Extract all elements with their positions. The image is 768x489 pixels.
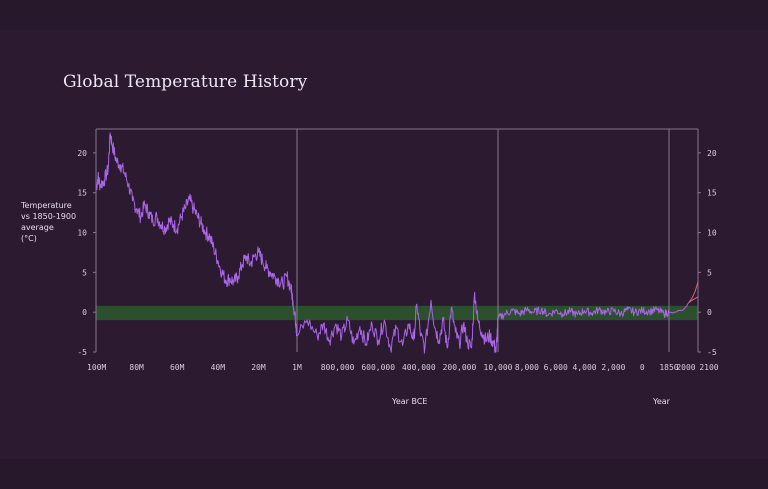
- x-tick-label: 4,000: [573, 363, 597, 372]
- x-tick-label: 200,000: [443, 363, 477, 372]
- temperature-series-line: [497, 306, 670, 320]
- x-tick-label: 6,000: [544, 363, 568, 372]
- x-tick-label: 1M: [292, 363, 302, 372]
- y-tick-label-left: 15: [77, 189, 87, 198]
- y-tick-label-right: 10: [707, 229, 717, 238]
- x-tick-label: 1850: [659, 363, 678, 372]
- x-tick-label: 20M: [251, 363, 266, 372]
- x-tick-label: 40M: [211, 363, 226, 372]
- x-tick-label: 600,000: [361, 363, 395, 372]
- y-tick-label-left: 10: [77, 229, 87, 238]
- chart-title: Global Temperature History: [63, 72, 308, 92]
- x-tick-label: 60M: [170, 363, 185, 372]
- x-tick-label: 800,000: [321, 363, 355, 372]
- y-tick-label-right: 20: [707, 149, 717, 158]
- y-axis-label-line: average: [21, 223, 54, 232]
- y-tick-label-right: 5: [707, 268, 712, 277]
- y-tick-label-right: 0: [707, 308, 712, 317]
- x-tick-label: 2000: [676, 363, 695, 372]
- x-tick-label: 100M: [87, 363, 106, 372]
- x-axis-label-year: Year: [653, 397, 670, 406]
- x-tick-label: 0: [640, 363, 645, 372]
- y-tick-label-left: -5: [77, 348, 87, 357]
- temperature-series-line: [669, 302, 690, 314]
- top-band: [0, 0, 768, 30]
- y-axis-label-line: (°C): [21, 234, 37, 243]
- projection-line: [688, 296, 699, 304]
- x-tick-label: 10,000: [484, 363, 513, 372]
- y-tick-label-right: -5: [707, 348, 717, 357]
- bottom-band: [0, 459, 768, 489]
- y-axis-label-line: vs 1850-1900: [21, 212, 77, 221]
- x-tick-label: 80M: [129, 363, 144, 372]
- temperature-series-line: [95, 132, 298, 337]
- y-tick-label-left: 5: [82, 268, 87, 277]
- y-axis-label: Temperature vs 1850-1900 average (°C): [21, 200, 91, 244]
- y-tick-label-left: 0: [82, 308, 87, 317]
- x-tick-label: 400,000: [402, 363, 436, 372]
- reference-band: [96, 305, 698, 321]
- x-tick-label: 8,000: [515, 363, 539, 372]
- x-axis-label-bce: Year BCE: [392, 397, 428, 406]
- x-tick-label: 2,000: [601, 363, 625, 372]
- temperature-series-line: [296, 291, 499, 354]
- y-axis-label-line: Temperature: [21, 201, 72, 210]
- y-tick-label-right: 15: [707, 189, 717, 198]
- y-tick-label-left: 20: [77, 149, 87, 158]
- x-tick-label: 2100: [699, 363, 718, 372]
- projection-line: [688, 281, 699, 303]
